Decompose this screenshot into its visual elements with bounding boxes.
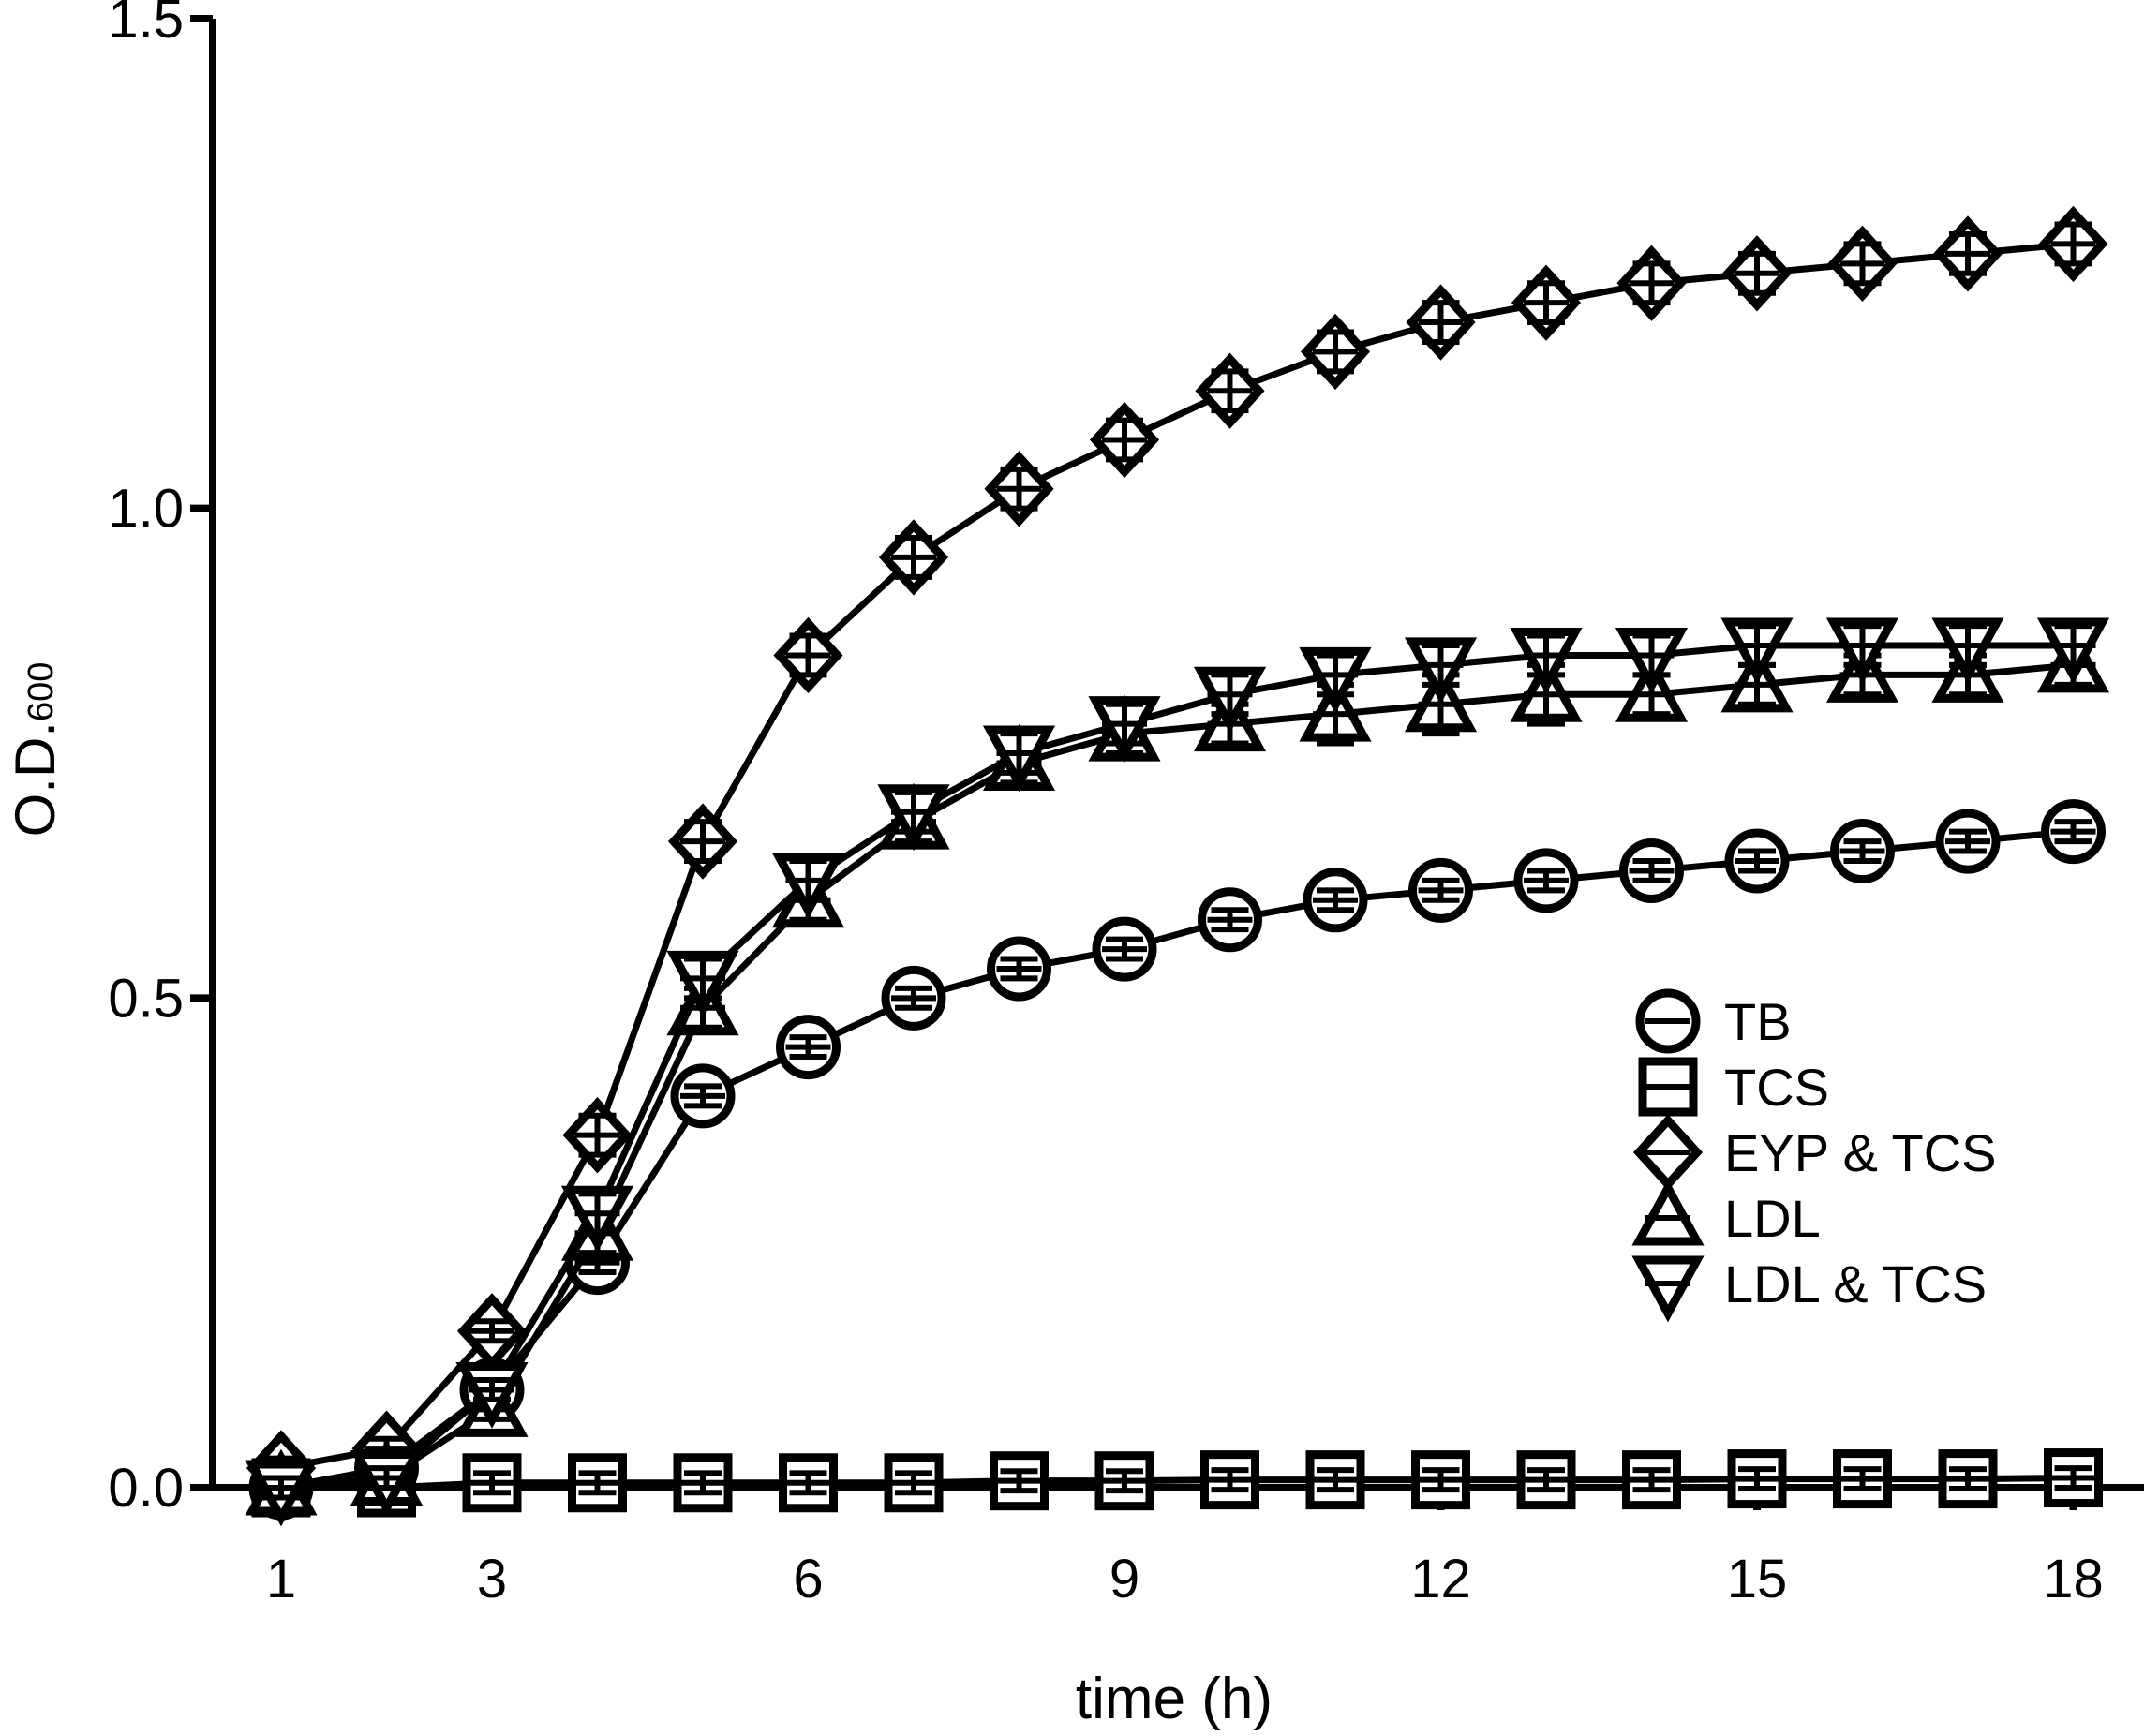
legend-marker-ldl-and-tcs xyxy=(1631,1255,1705,1323)
error-bar-tb xyxy=(1207,907,1253,933)
error-bar-tb xyxy=(1945,828,1990,854)
y-tick-label: 1.5 xyxy=(108,0,184,50)
error-bar-tb xyxy=(1735,848,1779,874)
error-bar-eyp-and-tcs xyxy=(1629,260,1675,306)
y-axis-title: O.D.600 xyxy=(4,662,67,838)
error-bar-tb xyxy=(1629,857,1675,883)
error-bar-ldl-and-tcs xyxy=(1629,632,1675,678)
error-bar-ldl-and-tcs xyxy=(1945,623,1990,668)
error-bar-ldl-and-tcs xyxy=(364,1465,409,1491)
legend-label-ldl-and-tcs: LDL & TCS xyxy=(1724,1254,1987,1313)
error-bar-tb xyxy=(891,985,936,1011)
error-bar-eyp-and-tcs xyxy=(2050,221,2096,267)
data-point-tcs xyxy=(673,1453,733,1513)
error-bar-tb xyxy=(1839,838,1885,864)
error-bar-eyp-and-tcs xyxy=(574,1112,620,1158)
error-bar-tb xyxy=(785,1034,831,1061)
legend-item-ldl-and-tcs: LDL & TCS xyxy=(1631,1254,1987,1323)
error-bar-tb xyxy=(1418,877,1464,903)
error-bar-tcs xyxy=(1839,1466,1885,1492)
error-bar-ldl-and-tcs xyxy=(1839,623,1885,668)
error-bar-tcs xyxy=(785,1470,831,1496)
error-bar-tcs xyxy=(574,1470,620,1496)
error-bar-ldl-and-tcs xyxy=(785,857,831,903)
legend: TB TCS EYP & TCS LDL LDL & TCS xyxy=(1631,988,1997,1323)
x-tick-label: 12 xyxy=(1410,1549,1471,1610)
error-bar-eyp-and-tcs xyxy=(1735,250,1779,296)
axes-layer: O.D.600 time (h) 0.0 0.5 1.0 1.5 1 3 6 9 12 15 18 xyxy=(4,0,2144,1731)
series-tcs xyxy=(251,1448,2103,1518)
legend-label-tb: TB xyxy=(1724,992,1792,1051)
legend-item-eyp-and-tcs: EYP & TCS xyxy=(1632,1114,1997,1191)
error-bar-tcs xyxy=(1102,1468,1147,1494)
legend-item-ldl: LDL xyxy=(1631,1179,1821,1248)
series-eyp-and-tcs xyxy=(246,205,2108,1506)
x-tick-label: 1 xyxy=(266,1549,296,1610)
error-bar-eyp-and-tcs xyxy=(1524,280,1569,326)
error-bar-tcs xyxy=(1207,1467,1253,1493)
error-bar-eyp-and-tcs xyxy=(785,632,831,678)
error-bar-ldl-and-tcs xyxy=(1313,652,1358,698)
legend-label-eyp-and-tcs: EYP & TCS xyxy=(1724,1123,1997,1182)
error-bar-tcs xyxy=(1418,1467,1464,1493)
x-tick-label: 9 xyxy=(1109,1549,1139,1610)
error-bar-eyp-and-tcs xyxy=(891,535,936,580)
error-bar-ldl-and-tcs xyxy=(1735,623,1779,668)
x-tick-label: 3 xyxy=(477,1549,507,1610)
legend-marker-ldl xyxy=(1631,1179,1705,1246)
error-bar-tb xyxy=(1313,887,1358,913)
legend-label-ldl: LDL xyxy=(1724,1189,1821,1248)
error-bar-ldl-and-tcs xyxy=(469,1377,514,1402)
error-bar-eyp-and-tcs xyxy=(996,466,1042,512)
error-bar-tcs xyxy=(1524,1467,1569,1493)
error-bar-ldl-and-tcs xyxy=(1102,701,1147,747)
x-axis-title: time (h) xyxy=(1076,1667,1273,1731)
y-tick-label: 0.0 xyxy=(108,1458,184,1519)
error-bar-ldl-and-tcs xyxy=(996,731,1042,776)
error-bar-tcs xyxy=(469,1470,514,1496)
y-tick-label: 1.0 xyxy=(108,479,184,540)
error-bar-tcs xyxy=(891,1470,936,1496)
error-bar-eyp-and-tcs xyxy=(1313,329,1358,375)
error-bar-tcs xyxy=(1629,1467,1675,1493)
error-bar-ldl-and-tcs xyxy=(574,1191,620,1237)
series-layer xyxy=(245,205,2110,1527)
error-bar-tcs xyxy=(1735,1466,1779,1492)
error-bar-tb xyxy=(680,1083,725,1109)
error-bar-eyp-and-tcs xyxy=(1839,241,1885,287)
error-bar-ldl-and-tcs xyxy=(1207,672,1253,718)
error-bar-tcs xyxy=(1945,1466,1990,1492)
error-bar-eyp-and-tcs xyxy=(469,1318,514,1344)
legend-item-tb: TB xyxy=(1635,988,1792,1054)
error-bar-ldl-and-tcs xyxy=(891,789,936,835)
error-bar-tb xyxy=(1524,868,1569,894)
error-bar-tcs xyxy=(2050,1465,2096,1491)
error-bar-tb xyxy=(2050,819,2096,845)
x-tick-label: 18 xyxy=(2043,1549,2104,1610)
legend-item-tcs: TCS xyxy=(1638,1057,1829,1117)
error-bar-tcs xyxy=(996,1468,1042,1494)
error-bar-ldl-and-tcs xyxy=(259,1475,304,1501)
error-bar-eyp-and-tcs xyxy=(680,819,725,864)
series-ldl-and-tcs xyxy=(245,617,2110,1527)
error-bar-eyp-and-tcs xyxy=(1418,300,1464,345)
error-bar-eyp-and-tcs xyxy=(1945,230,1990,276)
error-bar-tb xyxy=(1102,936,1147,962)
error-bar-tcs xyxy=(680,1470,725,1496)
y-tick-label: 0.5 xyxy=(108,968,184,1029)
x-tick-label: 15 xyxy=(1727,1549,1788,1610)
x-tick-label: 6 xyxy=(793,1549,823,1610)
error-bar-ldl-and-tcs xyxy=(680,956,725,1002)
error-bar-ldl-and-tcs xyxy=(1524,632,1569,678)
error-bar-ldl-and-tcs xyxy=(2050,623,2096,668)
error-bar-tb xyxy=(996,956,1042,982)
legend-label-tcs: TCS xyxy=(1724,1058,1829,1117)
error-bar-eyp-and-tcs xyxy=(1207,368,1253,414)
error-bar-ldl-and-tcs xyxy=(1418,643,1464,688)
error-bar-eyp-and-tcs xyxy=(1102,417,1147,463)
error-bar-tcs xyxy=(1313,1467,1358,1493)
